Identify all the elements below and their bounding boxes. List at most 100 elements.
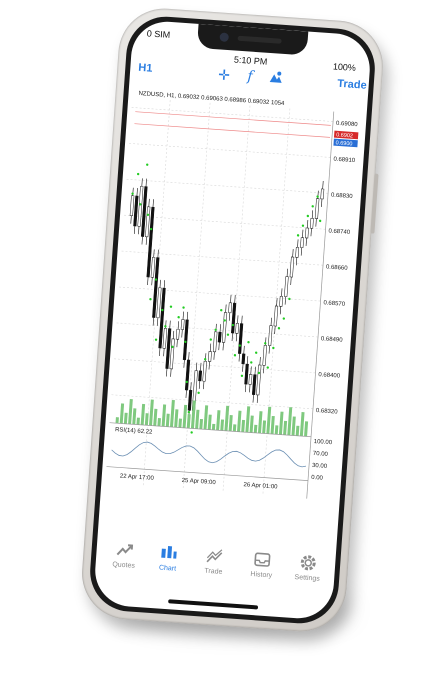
tab-label: Chart [158,564,177,573]
candle [150,256,156,278]
sar-dot [171,345,174,349]
volume-bar [186,414,191,429]
price-chart[interactable]: NZDUSD, H1, 0.69032 0.69063 0.68986 0.69… [104,85,364,520]
candle [180,319,185,330]
sar-dot [277,327,281,330]
volume-bar [149,399,154,426]
candle [169,338,175,370]
bid-label: 0.6902 [336,132,353,139]
trade-button[interactable]: Trade [336,77,368,92]
candle [305,227,309,239]
candle [184,359,191,391]
sar-dot [136,172,140,176]
candle [300,237,304,249]
sar-dot [220,308,223,312]
bid-line [134,123,331,138]
volume-bar [123,412,128,424]
volume-bar [262,420,267,434]
price-tick-label: 0.68570 [323,300,346,308]
price-tick-label: 0.68740 [328,228,351,236]
chart-header: NZDUSD, H1, 0.69032 0.69063 0.68986 0.69… [138,91,285,107]
candle [273,305,279,327]
candle [187,389,193,411]
candle [152,257,160,318]
phone-notch [196,23,308,56]
candle [289,256,295,278]
volume-bar [287,407,293,436]
sar-dot [311,205,314,208]
tab-trade[interactable]: Trade [191,545,237,577]
indicator-label: RSI(14) 62.22 [115,427,153,436]
sar-dot [146,163,149,166]
sar-dot [154,278,158,281]
sar-dot [296,234,300,237]
sar-dot [316,195,319,198]
candle [251,374,257,396]
sar-dot [209,338,212,341]
sar-dot [318,219,322,223]
volume-bar [207,414,212,430]
volume-bar [128,399,133,425]
volume-bar [153,408,158,426]
volume-bar [144,413,149,426]
price-tick-label: 0.68400 [318,372,341,380]
candle [268,325,273,347]
volume-bar [237,410,242,432]
candle [309,217,314,229]
candle [162,327,168,349]
candle [217,331,222,343]
volume-bar [174,409,179,428]
sar-dot [161,308,164,312]
tab-label: Quotes [112,561,136,570]
candle [202,360,207,382]
volume-bar [270,415,275,435]
sar-dot [169,305,173,308]
volume-bar [136,417,140,425]
sar-dot [233,354,237,357]
crosshair-icon[interactable]: ✛ [217,66,231,84]
volume-bar [241,419,246,433]
rsi-tick-label: 30.00 [312,463,328,470]
price-tick-label: 0.68660 [326,264,349,272]
volume-bar [304,421,309,437]
volume-bar [178,418,182,428]
volume-bar [266,406,272,434]
candle [295,247,300,258]
sar-dot [238,344,242,347]
sar-dot [264,342,267,345]
phone-bezel: 0 SIM 5:10 PM 100% H1 ✛ f Trade [87,14,378,626]
sar-dot [184,340,187,343]
volume-bar [203,405,209,430]
sar-dot [182,306,185,309]
price-tick-label: 0.68320 [316,408,339,416]
tab-quotes[interactable]: Quotes [101,539,147,571]
sar-dot [203,357,207,361]
tab-history[interactable]: History [239,548,285,580]
volume-bar [161,404,167,427]
sar-dot [187,410,191,414]
sar-dot [247,340,250,344]
tab-chart[interactable]: Chart [145,542,191,574]
price-tick-label: 0.69080 [336,121,359,129]
tab-label: History [250,570,273,580]
candle [165,328,172,369]
candle [279,296,284,307]
timeframe-button[interactable]: H1 [137,61,153,75]
bid-tag [333,130,359,140]
candle [320,188,325,200]
tab-settings[interactable]: Settings [285,551,331,583]
time-tick-label: 26 Apr 01:00 [243,482,278,490]
trade-icon [206,549,223,563]
rsi-line [111,441,307,468]
volume-bar [140,403,146,426]
sar-dot [197,391,200,395]
candle [235,322,240,334]
bottom-tab-bar: Quotes Chart Trade History [94,538,336,603]
price-tick-label: 0.68830 [331,193,354,201]
volume-bar [182,404,188,428]
indicators-icon[interactable]: f [246,68,254,85]
objects-icon[interactable] [267,70,284,87]
sar-dot [214,328,217,332]
rsi-tick-label: 70.00 [313,451,329,458]
home-indicator [167,599,258,610]
